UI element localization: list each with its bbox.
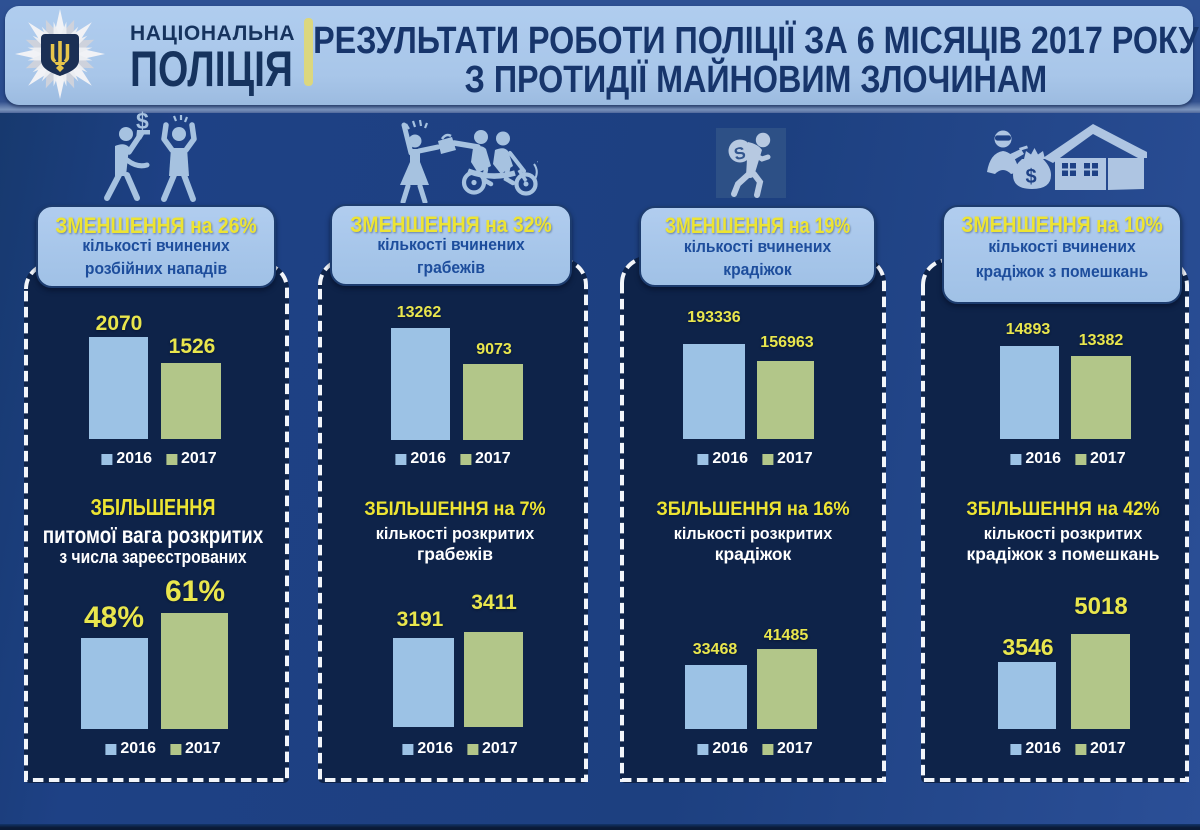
svg-text:S: S <box>732 143 747 164</box>
svg-text:$: $ <box>136 108 149 134</box>
svg-text:$: $ <box>1026 166 1037 188</box>
